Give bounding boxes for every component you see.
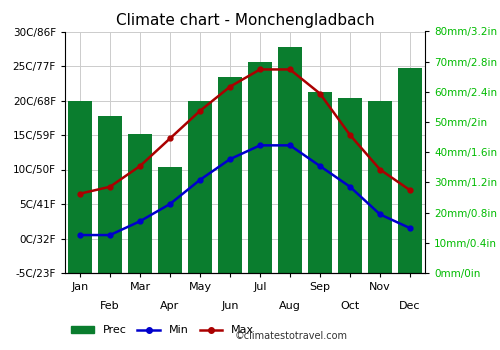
Bar (68, 101, 92, 273)
Bar (308, 92, 332, 273)
Bar (398, 68, 422, 273)
Legend: Prec, Min, Max: Prec, Min, Max (67, 321, 258, 340)
Bar (248, 62, 272, 273)
Text: Apr: Apr (160, 301, 180, 311)
Bar (128, 134, 152, 273)
Bar (188, 101, 212, 273)
Bar (98, 116, 122, 273)
Bar (368, 101, 392, 273)
Text: Oct: Oct (340, 301, 359, 311)
Text: Dec: Dec (399, 301, 421, 311)
Bar (278, 47, 302, 273)
Bar (338, 98, 362, 273)
Text: Feb: Feb (100, 301, 120, 311)
Text: Aug: Aug (279, 301, 301, 311)
Text: ©climatestotravel.com: ©climatestotravel.com (235, 331, 348, 341)
Title: Climate chart - Monchengladbach: Climate chart - Monchengladbach (116, 13, 374, 28)
Bar (158, 167, 182, 273)
Text: Jun: Jun (221, 301, 239, 311)
Bar (218, 77, 242, 273)
